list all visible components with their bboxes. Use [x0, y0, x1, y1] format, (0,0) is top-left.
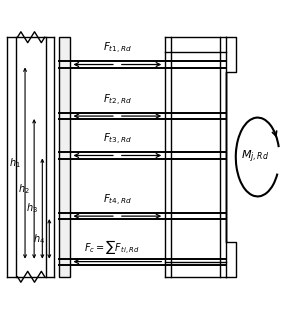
- Text: $M_{j,Rd}$: $M_{j,Rd}$: [241, 149, 270, 165]
- Text: $h_1$: $h_1$: [9, 156, 21, 170]
- Text: $F_c=\sum F_{ti,Rd}$: $F_c=\sum F_{ti,Rd}$: [84, 238, 140, 257]
- Text: $h_2$: $h_2$: [18, 182, 30, 196]
- Text: $h_4$: $h_4$: [33, 232, 45, 246]
- Text: $F_{t3,Rd}$: $F_{t3,Rd}$: [103, 132, 132, 147]
- Bar: [59, 37, 69, 277]
- Text: $F_{t4,Rd}$: $F_{t4,Rd}$: [103, 193, 132, 208]
- Text: $F_{t1,Rd}$: $F_{t1,Rd}$: [103, 41, 132, 56]
- Text: $F_{t2,Rd}$: $F_{t2,Rd}$: [103, 93, 132, 108]
- Text: $h_3$: $h_3$: [26, 202, 38, 215]
